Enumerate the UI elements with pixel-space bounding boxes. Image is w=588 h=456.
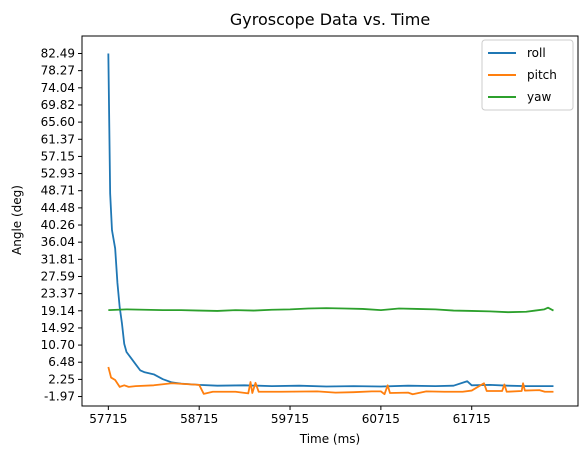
x-tick-label: 59715	[271, 412, 309, 426]
chart-title: Gyroscope Data vs. Time	[230, 10, 430, 29]
legend-label-roll: roll	[527, 46, 546, 60]
x-tick-label: 61715	[453, 412, 491, 426]
y-tick-label: 27.59	[41, 269, 75, 283]
y-axis: 82.49 78.27 74.04 69.82 65.60 61.37 57.15 52.93…	[41, 47, 82, 404]
series-line-pitch	[107, 366, 554, 396]
y-tick-label: 74.04	[41, 81, 75, 95]
y-axis-label: Angle (deg)	[10, 185, 24, 255]
y-tick-label: 6.48	[48, 355, 75, 369]
y-tick-label: 82.49	[41, 47, 75, 61]
x-tick-label: 58715	[180, 412, 218, 426]
legend-label-yaw: yaw	[527, 90, 551, 104]
y-tick-label: 61.37	[41, 132, 75, 146]
y-tick-label: 19.14	[41, 304, 75, 318]
series-line-yaw	[108, 306, 554, 314]
y-tick-label: 57.15	[41, 149, 75, 163]
plot-frame	[81, 35, 579, 407]
legend-box	[481, 39, 574, 111]
y-tick-label: 44.48	[41, 201, 75, 215]
legend-label-pitch: pitch	[527, 68, 557, 82]
y-tick-label: 23.37	[41, 287, 75, 301]
y-tick-label: 2.25	[48, 372, 75, 386]
y-tick-label: 14.92	[41, 321, 75, 335]
x-axis: 57715 58715 59715 60715 61715	[89, 406, 491, 426]
y-tick-label: 69.82	[41, 98, 75, 112]
x-tick-label: 57715	[89, 412, 127, 426]
y-tick-label: 78.27	[41, 64, 75, 78]
y-tick-label: 48.71	[41, 184, 75, 198]
y-tick-label: 52.93	[41, 167, 75, 181]
y-tick-label: 36.04	[41, 235, 75, 249]
y-tick-label: 31.81	[41, 252, 75, 266]
plot-area	[107, 53, 554, 396]
legend: roll pitch yaw	[481, 39, 574, 111]
y-tick-label: 10.70	[41, 338, 75, 352]
y-tick-label: -1.97	[44, 390, 75, 404]
y-tick-label: 40.26	[41, 218, 75, 232]
y-tick-label: 65.60	[41, 115, 75, 129]
x-axis-label: Time (ms)	[299, 432, 361, 446]
x-tick-label: 60715	[362, 412, 400, 426]
